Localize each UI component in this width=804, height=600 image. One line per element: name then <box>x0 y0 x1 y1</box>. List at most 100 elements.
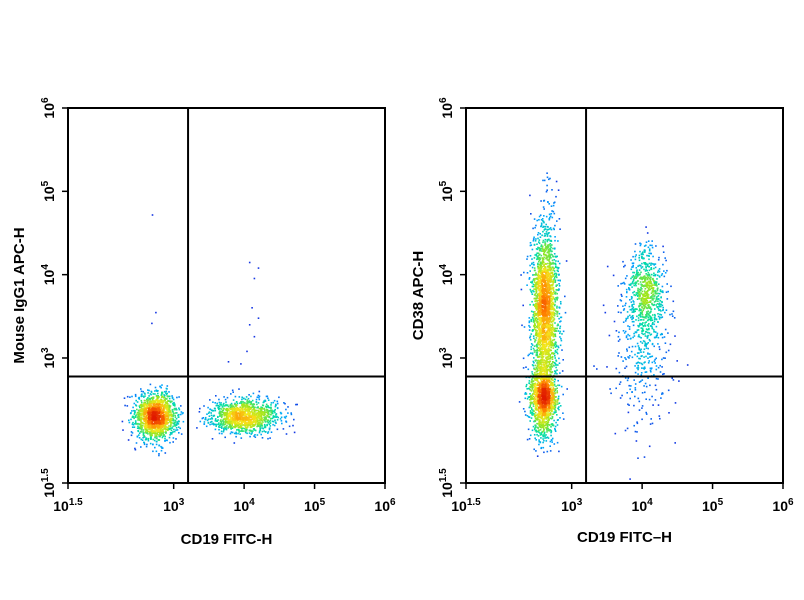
event-dot <box>174 422 176 425</box>
event-dot <box>151 413 154 416</box>
event-dot <box>156 435 158 438</box>
event-dot <box>159 409 161 411</box>
event-dot <box>549 235 552 238</box>
event-dot <box>555 284 558 287</box>
event-dot <box>264 400 267 402</box>
event-dot <box>144 406 147 409</box>
event-dot <box>549 349 551 352</box>
event-dot <box>644 284 646 286</box>
event-dot <box>639 250 641 253</box>
event-dot <box>634 310 636 313</box>
event-dot <box>159 422 161 424</box>
event-dot <box>543 434 545 437</box>
event-dot <box>643 305 646 307</box>
event-dot <box>630 298 633 300</box>
event-dot <box>633 271 636 274</box>
event-dot <box>539 236 542 238</box>
event-dot <box>530 394 532 397</box>
event-dot <box>542 427 545 429</box>
event-dot <box>243 414 245 416</box>
event-dot <box>544 243 547 245</box>
event-dot <box>555 180 558 183</box>
event-dot <box>635 440 638 442</box>
event-dot <box>664 311 666 314</box>
event-dot <box>633 332 635 335</box>
event-dot <box>280 416 283 419</box>
event-dot <box>662 291 664 294</box>
event-dot <box>626 311 629 313</box>
event-dot <box>535 331 538 334</box>
event-dot <box>219 411 221 413</box>
event-dot <box>233 403 236 406</box>
event-dot <box>139 408 142 411</box>
event-dot <box>538 355 540 358</box>
event-dot <box>536 277 538 279</box>
event-dot <box>242 404 244 406</box>
event-dot <box>536 258 538 261</box>
event-dot <box>151 424 154 427</box>
event-dot <box>222 430 225 433</box>
event-dot <box>214 419 217 421</box>
event-dot <box>137 430 140 433</box>
event-dot <box>644 306 647 308</box>
event-dot <box>621 295 623 297</box>
event-dot <box>639 357 641 360</box>
event-dot <box>265 406 268 408</box>
event-dot <box>160 412 162 415</box>
event-dot <box>264 421 267 423</box>
event-dot <box>536 286 539 289</box>
event-dot <box>550 439 553 441</box>
event-dot <box>559 321 561 323</box>
event-dot <box>661 304 664 307</box>
event-dot <box>550 343 553 346</box>
event-dot <box>557 364 559 366</box>
event-dot <box>254 429 257 432</box>
event-dot <box>537 373 539 375</box>
event-dot <box>536 364 539 366</box>
event-dot <box>549 245 552 247</box>
event-dot <box>553 277 556 279</box>
event-dot <box>642 295 644 297</box>
event-dot <box>637 287 639 290</box>
event-dot <box>213 414 216 417</box>
event-dot <box>146 399 149 402</box>
event-dot <box>279 411 282 414</box>
event-dot <box>660 303 662 306</box>
event-dot <box>246 432 248 435</box>
event-dot <box>647 276 649 279</box>
event-dot <box>155 443 158 446</box>
event-dot <box>533 351 536 353</box>
event-dot <box>532 274 534 276</box>
event-dot <box>209 399 211 401</box>
event-dot <box>162 411 164 413</box>
event-dot <box>275 416 277 418</box>
event-dot <box>151 423 153 425</box>
event-dot <box>644 382 647 385</box>
event-dot <box>153 417 156 419</box>
event-dot <box>649 306 652 309</box>
event-dot <box>550 213 553 215</box>
event-dot <box>534 419 536 422</box>
event-dot <box>268 420 271 423</box>
event-dot <box>262 412 265 414</box>
event-dot <box>561 370 564 372</box>
event-dot <box>557 346 560 349</box>
event-dot <box>627 325 629 327</box>
event-dot <box>637 335 640 338</box>
event-dot <box>244 430 246 432</box>
event-dot <box>647 284 649 287</box>
event-dot <box>157 422 159 425</box>
event-dot <box>254 423 257 426</box>
event-dot <box>245 429 248 432</box>
event-dot <box>235 432 238 435</box>
event-dot <box>163 397 165 399</box>
event-dot <box>645 226 647 228</box>
event-dot <box>248 417 250 419</box>
event-dot <box>165 393 168 396</box>
event-dot <box>220 413 222 415</box>
event-dot <box>148 397 151 400</box>
event-dot <box>657 343 659 345</box>
event-dot <box>537 237 539 240</box>
event-dot <box>165 401 168 403</box>
event-dot <box>170 413 172 416</box>
